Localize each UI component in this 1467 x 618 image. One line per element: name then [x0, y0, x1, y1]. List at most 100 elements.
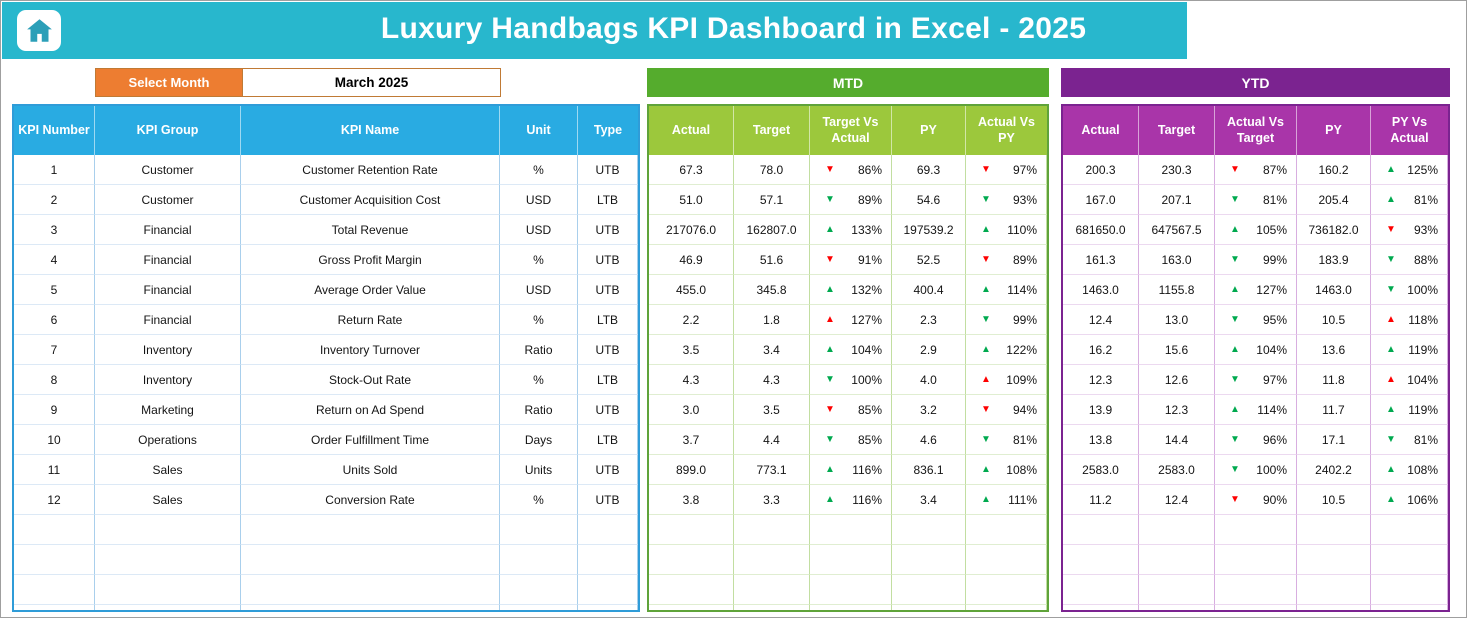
- empty-cell: [649, 605, 734, 610]
- type-cell: LTB: [578, 185, 638, 215]
- ytd-target-cell: 12.3: [1139, 395, 1215, 425]
- empty-cell: [649, 515, 734, 545]
- ytd-actual-cell: 2583.0: [1063, 455, 1139, 485]
- trend-value: 81%: [1413, 432, 1438, 447]
- mtd-target-cell: 78.0: [734, 155, 810, 185]
- type-cell: UTB: [578, 335, 638, 365]
- kpi-table-row: 5 Financial Average Order Value USD UTB: [14, 275, 638, 305]
- empty-cell: [1139, 575, 1215, 605]
- kpi-table-row: 12 Sales Conversion Rate% UTB: [14, 485, 638, 515]
- trend-value: 96%: [1262, 432, 1287, 447]
- unit-cell: USD: [500, 215, 578, 245]
- trend-value: 94%: [1012, 402, 1037, 417]
- trend-down-icon: ▼: [981, 403, 991, 415]
- ytd-target-cell: 13.0: [1139, 305, 1215, 335]
- unit-cell: USD: [500, 185, 578, 215]
- mtd-actual-vs-py-cell: ▲ 122%: [966, 335, 1047, 365]
- empty-cell: [1215, 605, 1297, 610]
- kpi-group-cell: Customer: [95, 185, 241, 215]
- trend-down-icon: ▼: [1386, 253, 1396, 265]
- mtd-actual-cell: 3.0: [649, 395, 734, 425]
- trend-up-icon: ▲: [1386, 343, 1396, 355]
- empty-cell: [500, 515, 578, 545]
- empty-cell: [1371, 515, 1448, 545]
- trend-down-icon: ▼: [1230, 463, 1240, 475]
- empty-row: [14, 605, 638, 610]
- trend-value: 87%: [1262, 162, 1287, 177]
- home-button[interactable]: [17, 10, 61, 51]
- mtd-target-vs-actual-cell: ▲ 132%: [810, 275, 892, 305]
- trend-up-icon: ▲: [1386, 493, 1396, 505]
- empty-cell: [95, 545, 241, 575]
- column-header-kpi-number: KPI Number: [14, 106, 95, 155]
- trend-value: 104%: [1407, 372, 1438, 387]
- empty-cell: [966, 575, 1047, 605]
- mtd-actual-vs-py-cell: ▼ 99%: [966, 305, 1047, 335]
- column-header-type: Type: [578, 106, 638, 155]
- trend-down-icon: ▼: [981, 163, 991, 175]
- ytd-target-cell: 12.6: [1139, 365, 1215, 395]
- column-header-target: Target: [1139, 106, 1215, 155]
- trend-down-icon: ▼: [1386, 283, 1396, 295]
- mtd-target-cell: 57.1: [734, 185, 810, 215]
- trend-up-icon: ▲: [1230, 223, 1240, 235]
- kpi-number-cell: 3: [14, 215, 95, 245]
- mtd-actual-cell: 46.9: [649, 245, 734, 275]
- mtd-py-cell: 2.9: [892, 335, 966, 365]
- ytd-actual-cell: 12.3: [1063, 365, 1139, 395]
- trend-value: 100%: [1256, 462, 1287, 477]
- kpi-name-cell: Gross Profit Margin: [241, 245, 500, 275]
- empty-cell: [649, 545, 734, 575]
- trend-down-icon: ▼: [1230, 193, 1240, 205]
- kpi-name-cell: Order Fulfillment Time: [241, 425, 500, 455]
- kpi-table-row: 2 Customer Customer Acquisition Cost USD LTB: [14, 185, 638, 215]
- kpi-number-cell: 1: [14, 155, 95, 185]
- selected-month-value[interactable]: March 2025: [242, 69, 500, 96]
- empty-cell: [14, 605, 95, 610]
- ytd-actual-cell: 11.2: [1063, 485, 1139, 515]
- mtd-target-cell: 345.8: [734, 275, 810, 305]
- ytd-actual-vs-target-cell: ▼ 96%: [1215, 425, 1297, 455]
- ytd-py-cell: 205.4: [1297, 185, 1371, 215]
- kpi-name-cell: Units Sold: [241, 455, 500, 485]
- trend-down-icon: ▼: [981, 193, 991, 205]
- trend-value: 105%: [1256, 222, 1287, 237]
- type-cell: LTB: [578, 425, 638, 455]
- empty-cell: [1215, 545, 1297, 575]
- empty-cell: [1063, 575, 1139, 605]
- column-header-py: PY: [892, 106, 966, 155]
- unit-cell: Days: [500, 425, 578, 455]
- unit-cell: Ratio: [500, 335, 578, 365]
- trend-up-icon: ▲: [1230, 403, 1240, 415]
- ytd-py-cell: 2402.2: [1297, 455, 1371, 485]
- ytd-actual-vs-target-cell: ▲ 104%: [1215, 335, 1297, 365]
- trend-down-icon: ▼: [1230, 253, 1240, 265]
- trend-value: 97%: [1012, 162, 1037, 177]
- ytd-py-cell: 183.9: [1297, 245, 1371, 275]
- mtd-table-row: 51.0 57.1 ▼ 89% 54.6 ▼ 93%: [649, 185, 1047, 215]
- empty-cell: [500, 545, 578, 575]
- trend-up-icon: ▲: [981, 343, 991, 355]
- ytd-actual-vs-target-cell: ▼ 87%: [1215, 155, 1297, 185]
- trend-value: 86%: [857, 162, 882, 177]
- kpi-name-cell: Total Revenue: [241, 215, 500, 245]
- ytd-py-vs-actual-cell: ▲ 118%: [1371, 305, 1448, 335]
- kpi-number-cell: 5: [14, 275, 95, 305]
- trend-value: 119%: [1408, 402, 1438, 417]
- empty-cell: [892, 515, 966, 545]
- column-header-py: PY: [1297, 106, 1371, 155]
- trend-value: 100%: [1407, 282, 1438, 297]
- empty-cell: [14, 515, 95, 545]
- trend-value: 116%: [852, 462, 882, 477]
- trend-value: 106%: [1407, 492, 1438, 507]
- mtd-actual-cell: 51.0: [649, 185, 734, 215]
- mtd-target-cell: 773.1: [734, 455, 810, 485]
- kpi-group-cell: Sales: [95, 455, 241, 485]
- empty-cell: [1297, 515, 1371, 545]
- trend-down-icon: ▼: [1386, 223, 1396, 235]
- trend-value: 127%: [1256, 282, 1287, 297]
- month-picker: Select Month March 2025: [95, 68, 501, 97]
- mtd-py-cell: 3.4: [892, 485, 966, 515]
- ytd-table-row: 681650.0 647567.5 ▲ 105% 736182.0 ▼ 93%: [1063, 215, 1448, 245]
- empty-cell: [95, 575, 241, 605]
